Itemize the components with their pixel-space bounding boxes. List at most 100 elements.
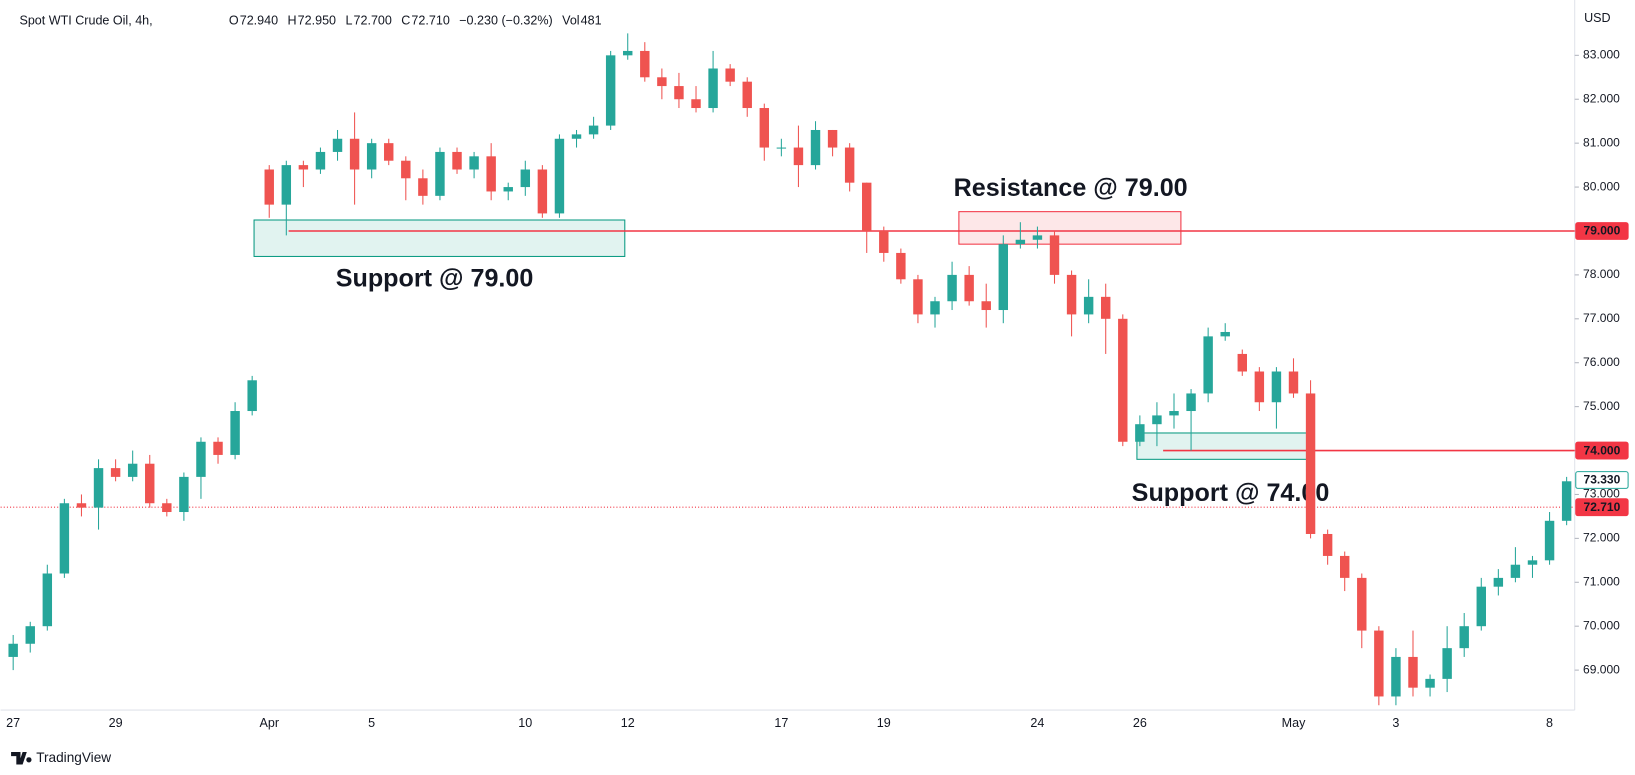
- candle-body: [623, 50, 633, 56]
- candle-body: [1339, 555, 1350, 578]
- legend-volume: 481: [581, 13, 602, 27]
- candle-body: [793, 147, 804, 166]
- candle-body: [1118, 318, 1128, 442]
- y-tick-label: 81.000: [1583, 135, 1620, 149]
- candle-body: [1135, 424, 1145, 442]
- candle-body: [1357, 577, 1367, 631]
- currency: USD: [1584, 11, 1611, 25]
- candle-body: [8, 643, 18, 657]
- candle-body: [964, 274, 974, 302]
- candle-body: [1049, 235, 1060, 275]
- candle-body: [281, 165, 292, 205]
- candle-body: [384, 143, 394, 161]
- candle-body: [1237, 353, 1247, 372]
- legend-volume-key: Vol: [562, 13, 579, 27]
- candle-body: [196, 441, 206, 477]
- candle-body: [1561, 481, 1572, 521]
- candle-body: [1544, 520, 1555, 561]
- price-tag-label: 74.000: [1584, 443, 1621, 457]
- candle-body: [742, 81, 752, 109]
- candle-body: [1220, 331, 1230, 337]
- y-tick-label: 77.000: [1583, 311, 1620, 325]
- candle-body: [1271, 371, 1282, 403]
- candle-body: [862, 182, 872, 231]
- candle-body: [571, 134, 582, 139]
- x-tick-label: 24: [1030, 716, 1044, 730]
- candle-body: [1083, 296, 1094, 315]
- y-tick-label: 80.000: [1583, 179, 1620, 193]
- y-tick-label: 70.000: [1583, 618, 1620, 632]
- price-tag: [1575, 471, 1629, 489]
- candle-body: [1442, 648, 1452, 679]
- candle-body: [162, 503, 172, 513]
- candle-body: [298, 165, 309, 170]
- candle-body: [1391, 656, 1401, 697]
- candle-body: [1305, 393, 1316, 534]
- candle-body: [674, 86, 684, 100]
- candle-body: [145, 463, 155, 504]
- candle-body: [520, 169, 531, 188]
- footer: TradingView: [36, 750, 111, 765]
- candle-body: [879, 230, 889, 253]
- candle-body: [1476, 586, 1486, 627]
- candle-body: [127, 463, 138, 477]
- y-tick-label: 76.000: [1583, 355, 1620, 369]
- candle-body: [810, 129, 821, 166]
- x-tick-label: 27: [6, 716, 20, 730]
- candle-body: [930, 301, 940, 315]
- candle-body: [42, 573, 53, 627]
- candle-body: [844, 147, 855, 183]
- price-tag-label: 73.330: [1584, 473, 1621, 487]
- zone-box: [958, 211, 1182, 245]
- candle-body: [230, 411, 240, 455]
- candle-body: [1066, 274, 1077, 315]
- x-tick-label: 17: [774, 716, 788, 730]
- y-tick-label: 75.000: [1583, 399, 1620, 413]
- y-tick-label: 73.000: [1583, 487, 1620, 501]
- x-tick-label: May: [1282, 716, 1306, 730]
- candle-body: [913, 279, 923, 315]
- candle-body: [1101, 296, 1111, 319]
- candle-body: [588, 125, 599, 135]
- candle-body: [1254, 371, 1265, 403]
- zone-label: Support @ 79.00: [336, 264, 534, 292]
- candle-body: [59, 503, 70, 574]
- x-tick-label: 26: [1133, 716, 1147, 730]
- candle-body: [25, 626, 35, 644]
- y-tick-label: 69.000: [1583, 662, 1620, 676]
- logo-icon: [11, 751, 32, 765]
- legend-value: 72.710: [411, 13, 449, 27]
- price-tag-label: 79.000: [1584, 224, 1621, 238]
- candle-body: [264, 169, 274, 205]
- candle-body: [1322, 533, 1333, 556]
- candle-body: [776, 147, 787, 149]
- candle-body: [1203, 336, 1213, 394]
- zone-label: Support @ 74.00: [1132, 479, 1330, 507]
- candle-body: [213, 441, 223, 455]
- candle-body: [315, 151, 326, 170]
- candle-body: [1169, 411, 1179, 416]
- x-tick-label: 5: [368, 716, 375, 730]
- candle-body: [708, 68, 718, 109]
- candle-body: [332, 138, 343, 152]
- candle-body: [725, 68, 735, 82]
- candle-body: [554, 138, 565, 214]
- candle-body: [1510, 564, 1521, 578]
- zone-box: [253, 219, 626, 257]
- header: Spot WTI Crude Oil, 4h, O 72.940 H 72.950 L 7…: [19, 13, 601, 27]
- legend-key: O: [229, 13, 239, 27]
- y-tick-label: 83.000: [1583, 48, 1620, 62]
- x-tick-label: 19: [877, 716, 891, 730]
- candle-body: [981, 301, 991, 311]
- candle-body: [896, 252, 906, 280]
- x-tick-label: 3: [1392, 716, 1399, 730]
- legend-key: C: [401, 13, 410, 27]
- legend-key: L: [345, 13, 352, 27]
- candle-body: [759, 108, 770, 148]
- candle-body: [827, 129, 838, 148]
- candle-body: [247, 380, 257, 412]
- price-tag: [1575, 498, 1629, 517]
- y-tick-label: 78.000: [1583, 267, 1620, 281]
